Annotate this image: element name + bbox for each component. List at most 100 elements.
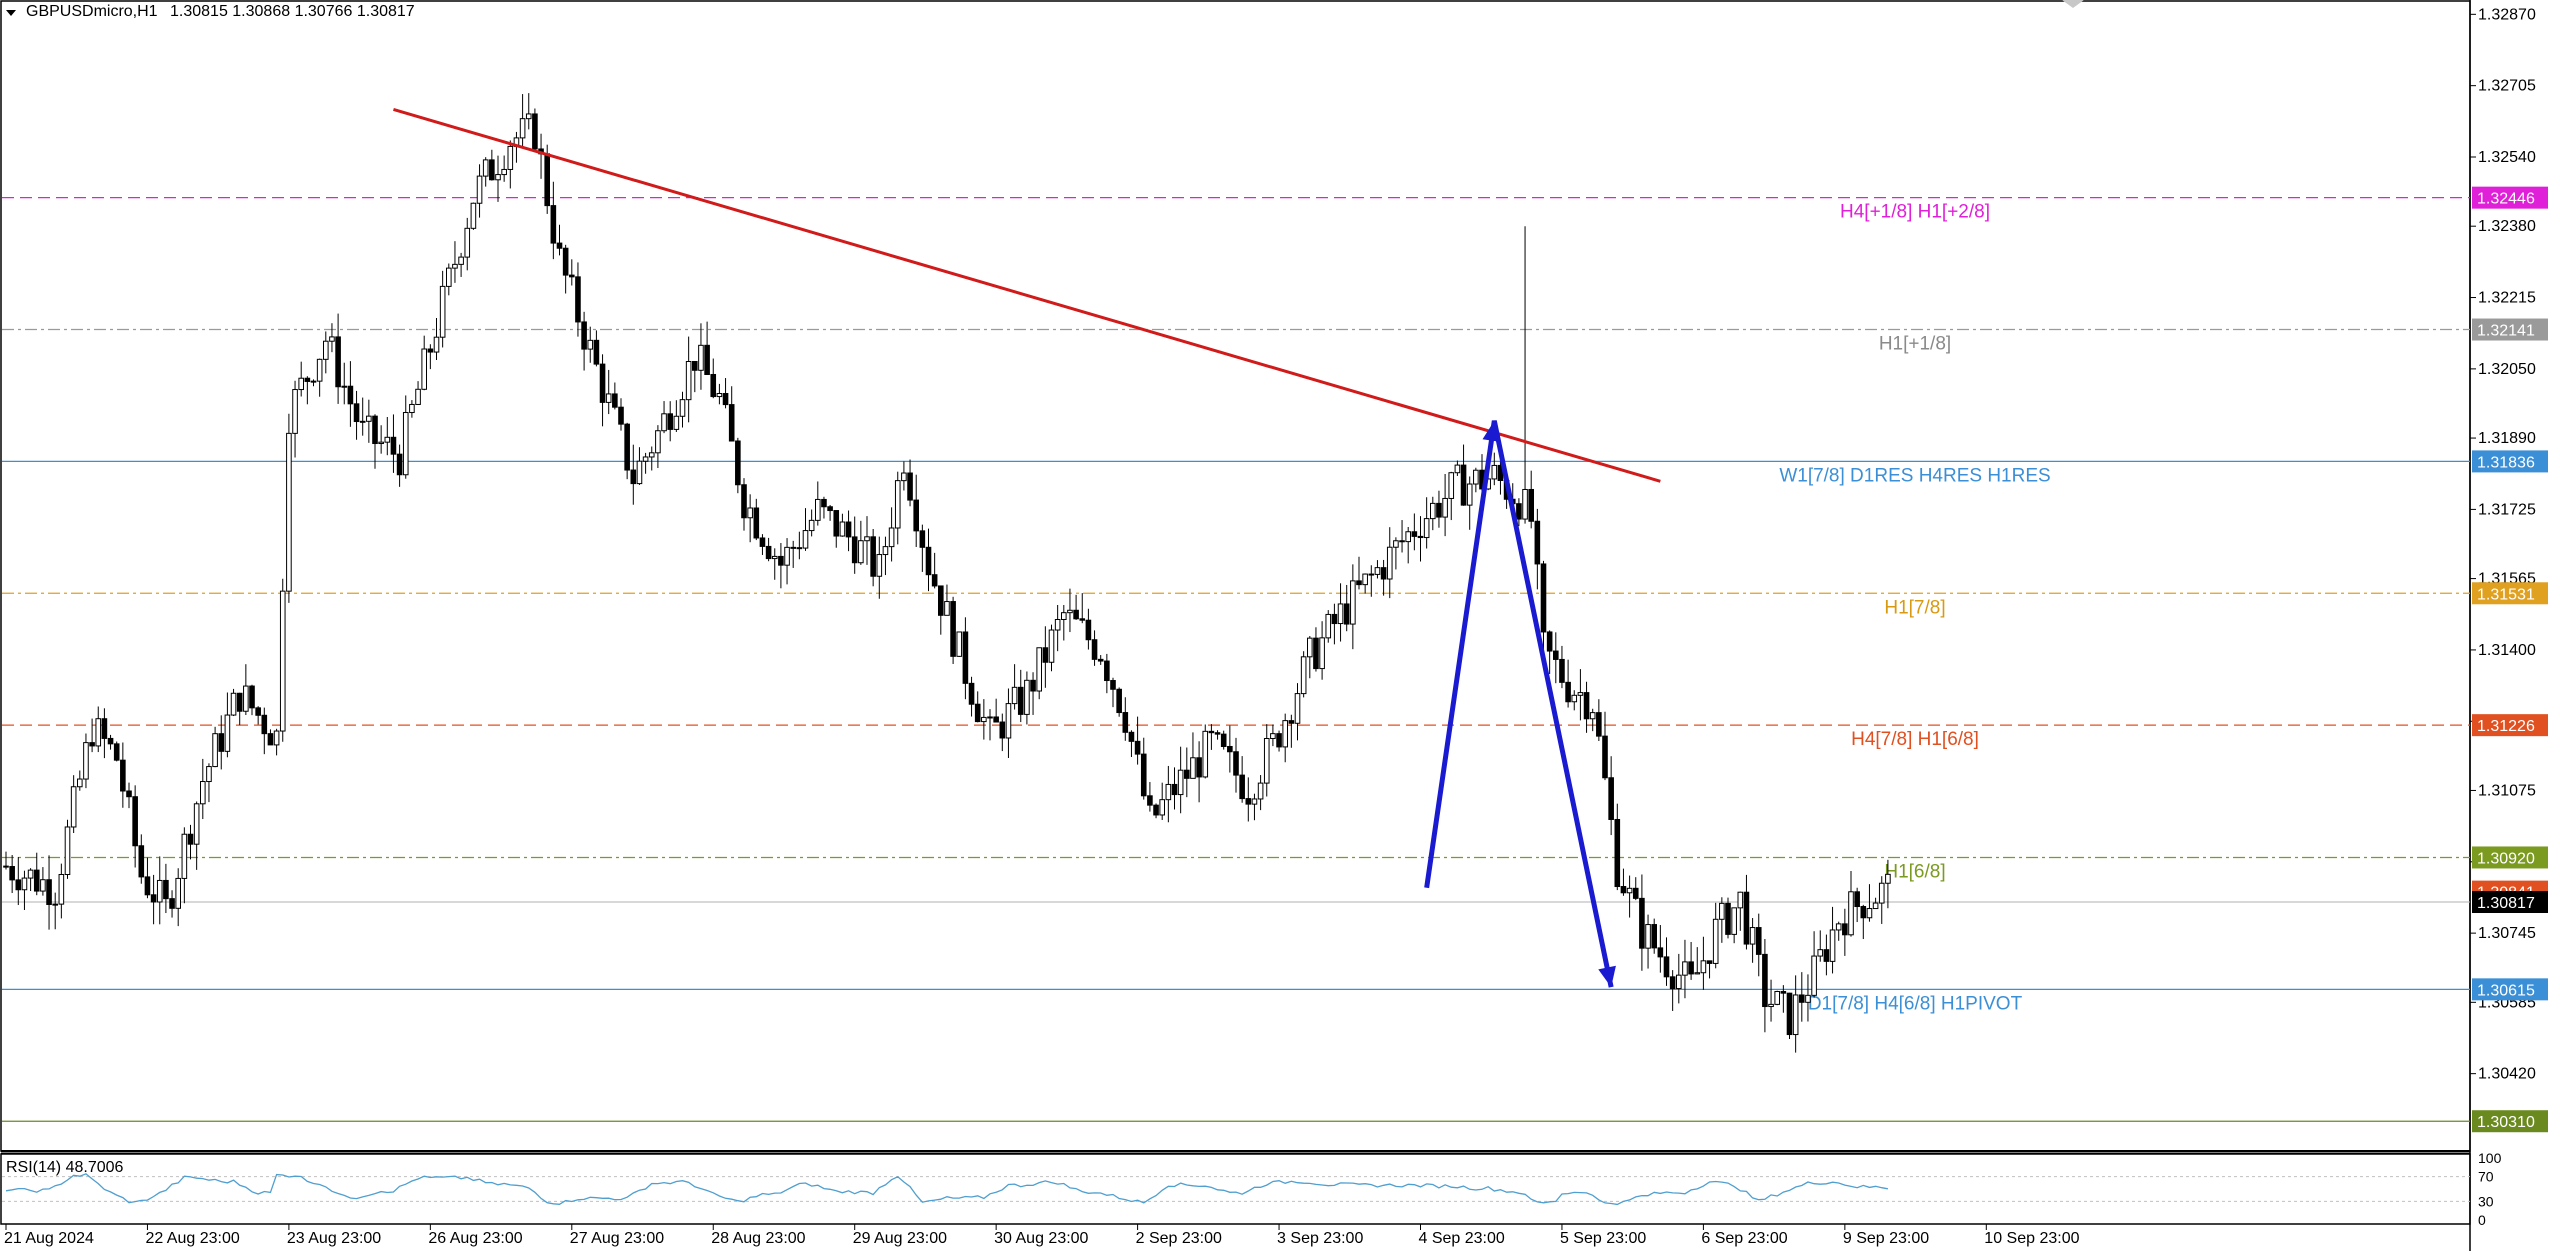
price-axis-label: 1.31075 [2478, 782, 2536, 799]
candle-body [1614, 818, 1621, 888]
candle-body [1762, 953, 1768, 1008]
candle-body [138, 845, 145, 878]
candle-body [1706, 960, 1713, 964]
candle-body [599, 363, 606, 403]
current-price-tag [2472, 891, 2548, 914]
candle-body [1805, 994, 1811, 1003]
candle-body [833, 510, 840, 537]
price-axis-label: 1.32380 [2478, 218, 2536, 235]
rsi-scale-label: 30 [2478, 1193, 2494, 1209]
candle-body [206, 766, 212, 783]
axis-layer: 1.32870 1.32705 1.32540 1.32380 1.32215 1.320… [4, 6, 2536, 1247]
candle-body [476, 175, 483, 204]
candle-body [1454, 464, 1461, 474]
levels-layer: H4[+1/8] H1[+2/8] H1[+1/8] W1[7/8] D1RES H… [2, 197, 2470, 1122]
time-axis-label: 29 Aug 23:00 [853, 1230, 947, 1247]
candle-body [1682, 961, 1688, 976]
candle-body [1755, 927, 1762, 955]
candle-body [1768, 1003, 1774, 1008]
candle-body [1786, 992, 1793, 1036]
candle-body [1553, 650, 1559, 660]
candle-body [1749, 927, 1756, 945]
symbol-label[interactable]: GBPUSDmicro,H1 [26, 3, 158, 20]
candle-body [15, 879, 22, 891]
candle-body [384, 436, 391, 443]
candle-body [1190, 757, 1196, 779]
time-axis-label: 22 Aug 23:00 [145, 1230, 239, 1247]
candle-body [728, 404, 735, 442]
candle-body [1362, 573, 1368, 586]
time-axis-label: 5 Sep 23:00 [1560, 1230, 1646, 1247]
candle-body [1251, 798, 1258, 805]
price-axis-label: 1.32540 [2478, 149, 2536, 166]
candle-body [1343, 603, 1350, 625]
candle-body [925, 546, 932, 576]
candle-body [796, 547, 803, 550]
candle-body [95, 718, 102, 747]
level-price-tag [2472, 318, 2548, 341]
candle-body [1719, 902, 1725, 920]
candle-body [1104, 660, 1110, 682]
candle-body [1811, 955, 1817, 996]
time-axis-label: 3 Sep 23:00 [1277, 1230, 1363, 1247]
candle-body [390, 436, 397, 455]
candle-body [1657, 947, 1664, 958]
candle-body [1860, 906, 1867, 919]
trendline [393, 108, 1661, 483]
candle-body [1540, 563, 1547, 633]
candle-body [1589, 712, 1596, 720]
level-price-tag-label: 1.32446 [2477, 191, 2535, 208]
candle-body [1282, 720, 1289, 748]
candle-body [716, 393, 723, 398]
candle-body [1159, 799, 1166, 816]
candle-body [501, 168, 507, 176]
candle-body [489, 159, 495, 181]
time-axis-label: 4 Sep 23:00 [1419, 1230, 1505, 1247]
level-price-tag-label: 1.30310 [2477, 1114, 2535, 1131]
candle-body [446, 267, 452, 287]
candle-body [1208, 730, 1215, 734]
symbol-dropdown-icon[interactable] [6, 10, 16, 16]
candle-body [698, 344, 704, 371]
candle-body [636, 460, 643, 485]
level-label: H4[+1/8] H1[+2/8] [1840, 202, 1990, 223]
candle-body [1263, 738, 1270, 784]
candle-body [120, 759, 126, 792]
candle-body [1140, 753, 1147, 797]
forecast-arrowhead-down-icon [1598, 965, 1616, 988]
candle-body [1134, 740, 1141, 755]
candle-body [366, 415, 372, 422]
candle-body [845, 521, 852, 538]
candle-body [1030, 679, 1036, 692]
candle-body [470, 202, 477, 229]
candle-body [771, 555, 778, 560]
candle-body [722, 393, 729, 406]
candle-body [77, 778, 83, 788]
candle-body [888, 527, 895, 548]
candle-body [482, 159, 489, 177]
candle-body [1245, 798, 1252, 805]
candle-body [587, 339, 594, 350]
candle-body [1405, 531, 1412, 543]
candle-body [1011, 686, 1018, 705]
candle-body [851, 536, 858, 564]
candle-body [1694, 972, 1701, 975]
rsi-layer: 100 70 30 0 [2, 1150, 2502, 1228]
candle-body [1276, 733, 1282, 748]
level-price-tag [2472, 450, 2548, 473]
candle-body [421, 348, 427, 390]
chart-shift-marker-icon[interactable] [2062, 0, 2084, 8]
candle-body [1393, 540, 1399, 548]
candle-body [581, 321, 587, 350]
candle-body [304, 377, 311, 382]
candle-body [1270, 733, 1276, 740]
candle-body [919, 530, 926, 548]
candle-body [1430, 502, 1436, 520]
candle-body [870, 536, 876, 577]
candle-body [1620, 886, 1627, 894]
candle-body [827, 506, 833, 512]
candle-body [673, 415, 680, 430]
